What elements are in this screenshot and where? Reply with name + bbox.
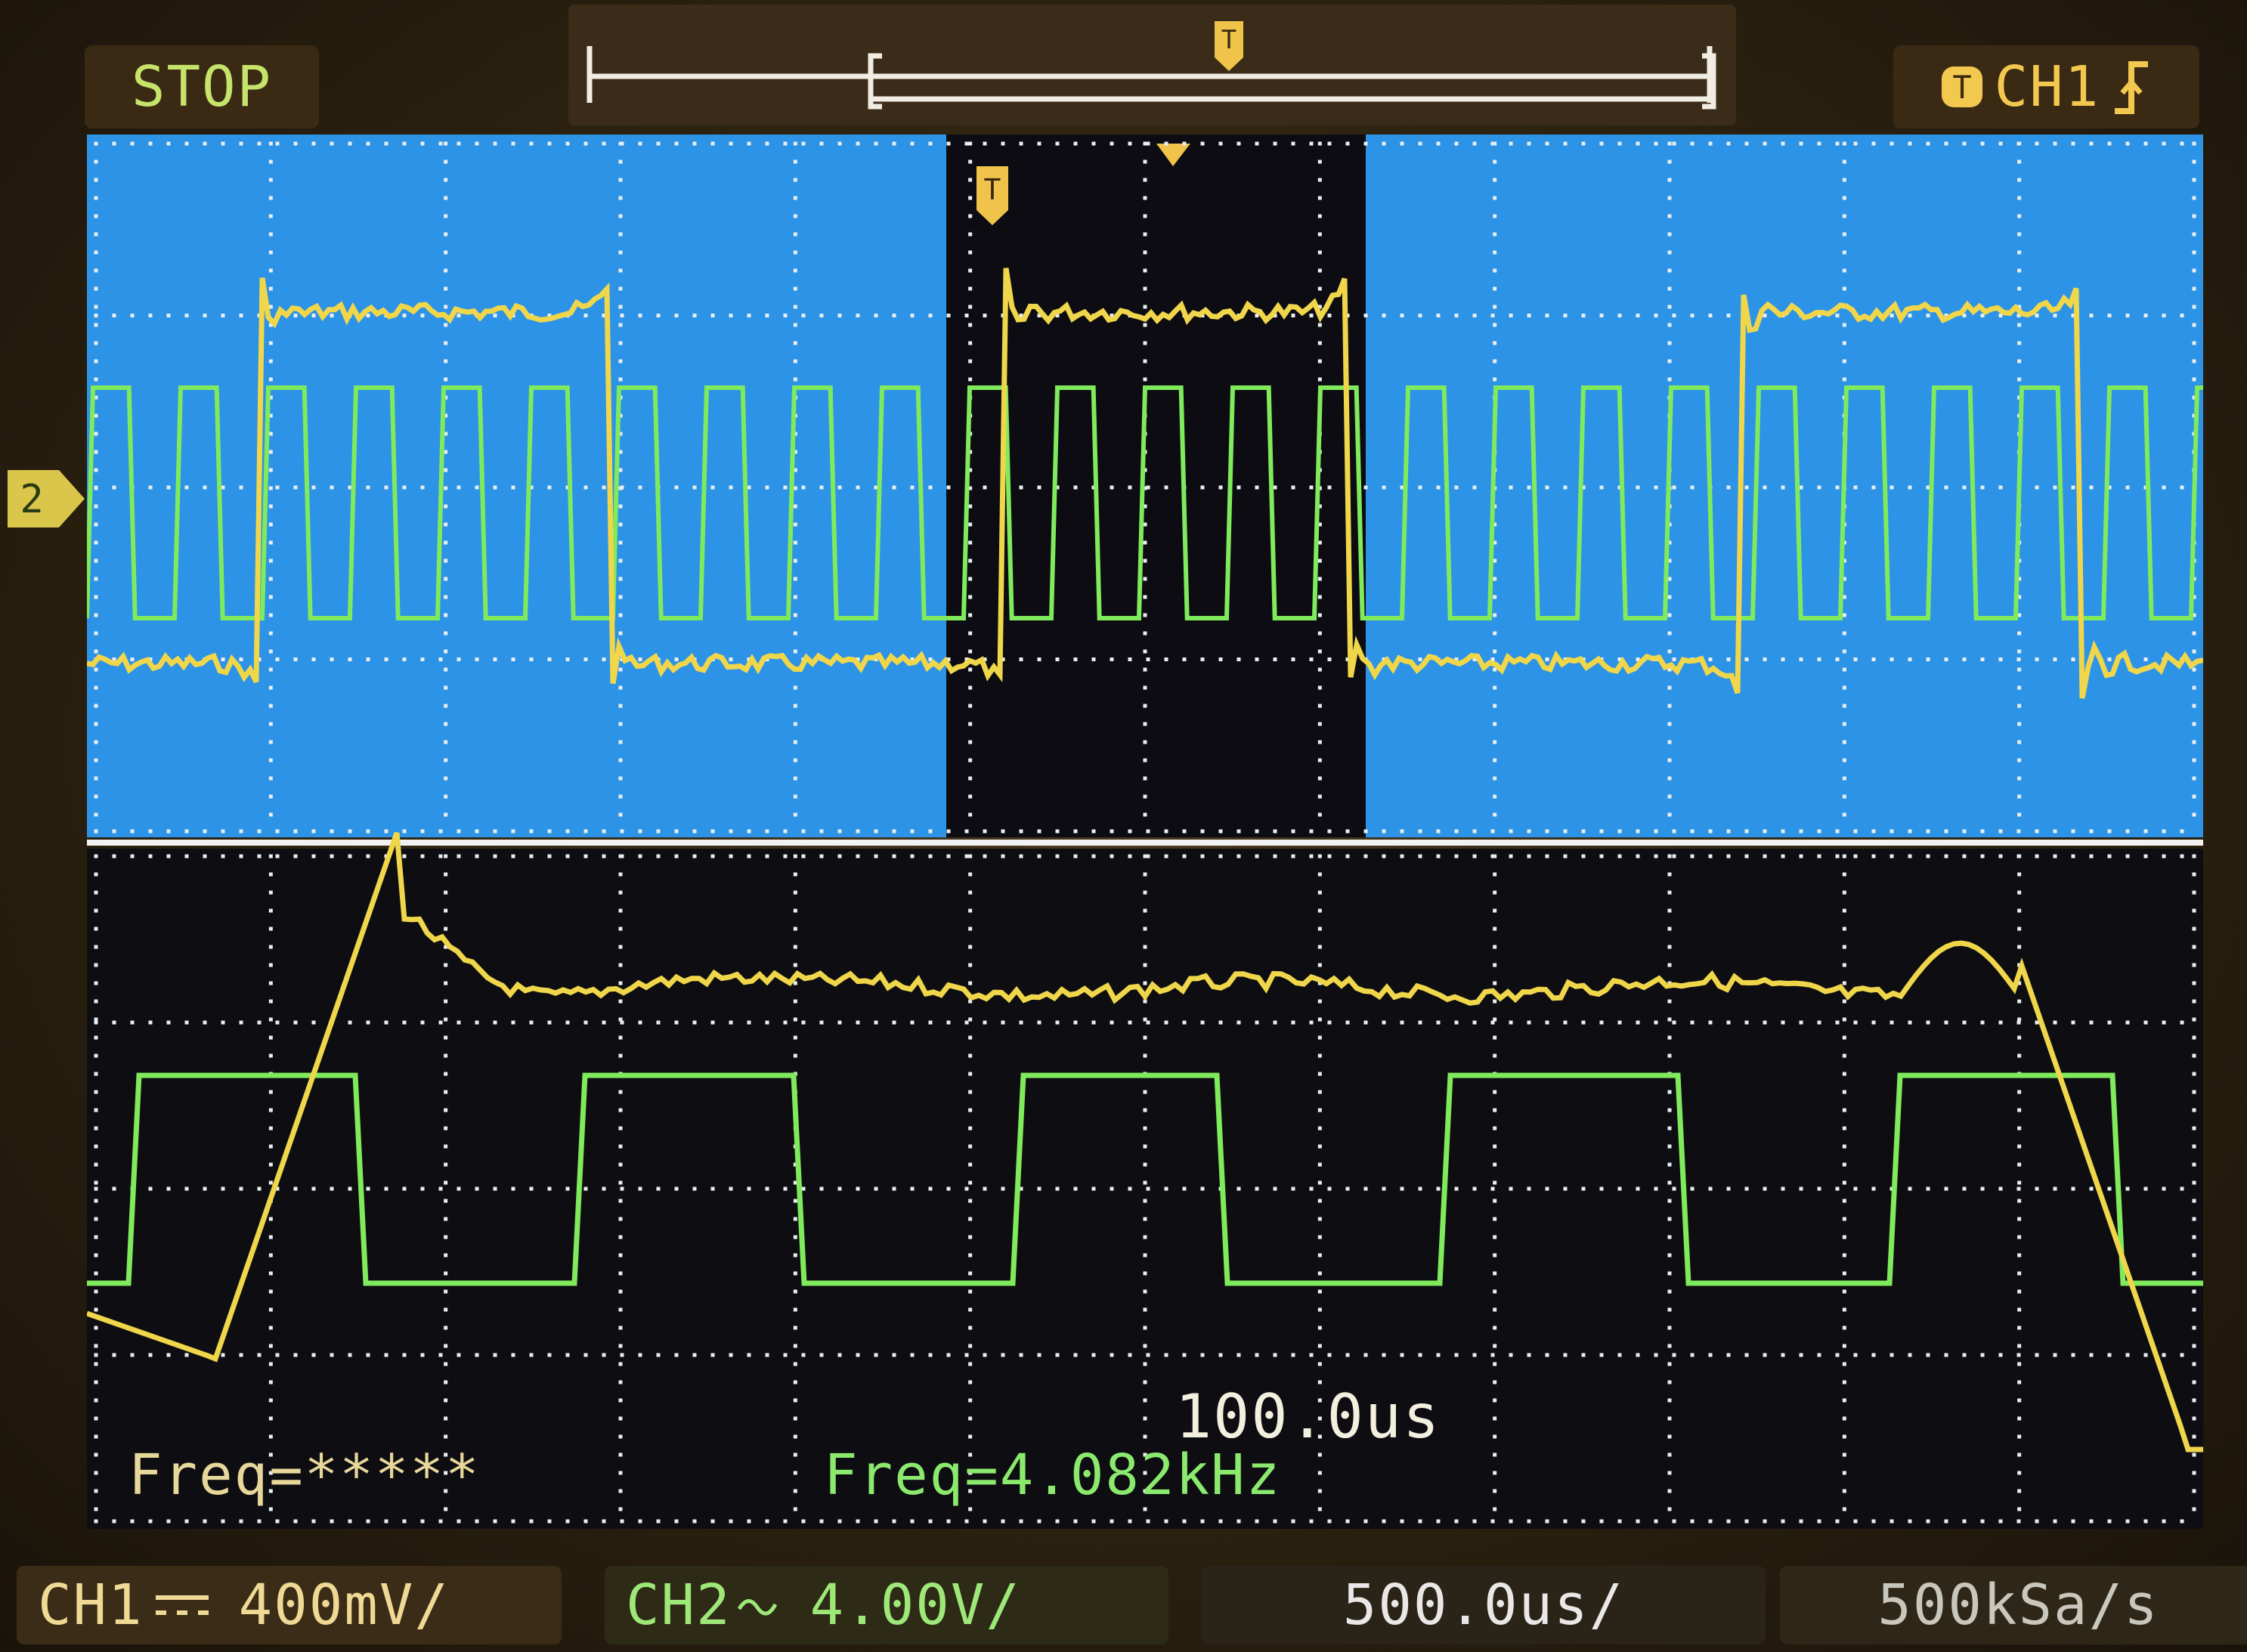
ch2-volts-per-div: 4.00V/ [809, 1573, 1021, 1638]
waveform-display[interactable]: T [85, 135, 2242, 1529]
sample-rate-box: 500kSa/s [1780, 1566, 2247, 1644]
svg-text:2: 2 [20, 477, 43, 522]
svg-text:T: T [1221, 25, 1236, 55]
trigger-position-arrow-icon [1156, 144, 1190, 166]
ch1-trace-main [86, 268, 2204, 699]
memory-position-bar[interactable]: T [568, 5, 1736, 125]
rising-edge-icon [2115, 61, 2149, 114]
zoom-timebase: 100.0us [1175, 1381, 1441, 1452]
ch2-frequency: Freq=4.082kHz [824, 1443, 1282, 1508]
timebase-value: 500.0us/ [1342, 1573, 1625, 1638]
zoom-region-highlight [946, 135, 1366, 837]
run-state-text: STOP [131, 54, 273, 119]
trigger-icon: T [1941, 67, 1982, 107]
dc-coupling-icon [155, 1595, 209, 1615]
trigger-position-marker-icon: T [1215, 21, 1243, 71]
lower-grid [94, 854, 2196, 1524]
view-window-bracket [868, 53, 1716, 110]
timebase-box[interactable]: 500.0us/ [1202, 1566, 1766, 1644]
ch1-frequency: Freq=***** [128, 1443, 481, 1508]
svg-text:T: T [984, 173, 1001, 206]
ch1-label: CH1 [38, 1573, 144, 1638]
svg-text:T: T [1952, 69, 1971, 106]
ch2-label: CH2 [626, 1573, 732, 1638]
ac-coupling-icon [737, 1599, 777, 1616]
sample-rate-value: 500kSa/s [1877, 1573, 2159, 1638]
trigger-info[interactable]: T CH1 [1893, 45, 2199, 128]
ch1-scale-box[interactable]: CH1 400mV/ [17, 1566, 562, 1644]
trigger-source: CH1 [1994, 54, 2100, 119]
ch1-trace-zoom [85, 831, 2203, 1452]
ch2-trace-zoom [87, 1072, 2203, 1286]
ch1-trigger-marker-icon: T [976, 166, 1008, 225]
run-stop-status[interactable]: STOP [85, 45, 319, 128]
ch2-trace-main [85, 385, 2242, 620]
ch1-volts-per-div: 400mV/ [238, 1573, 450, 1638]
ch2-scale-box[interactable]: CH2 4.00V/ [605, 1566, 1168, 1644]
ch2-ground-marker-icon[interactable]: 2 [0, 462, 89, 535]
